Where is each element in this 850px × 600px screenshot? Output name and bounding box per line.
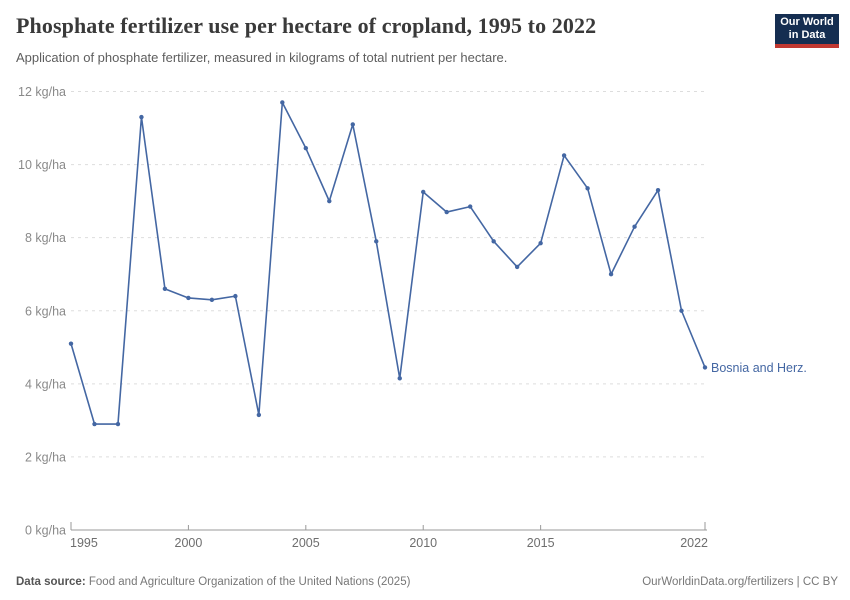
data-point[interactable] [538, 240, 543, 246]
data-point[interactable] [115, 421, 121, 427]
data-point[interactable] [68, 341, 74, 346]
x-tick-label: 2015 [527, 536, 555, 550]
data-point[interactable] [374, 239, 379, 244]
y-tick-label: 2 kg/ha [25, 450, 66, 464]
data-point[interactable] [397, 376, 402, 381]
data-point[interactable] [491, 239, 496, 244]
data-source: Data source: Food and Agriculture Organi… [16, 576, 410, 588]
chart-title: Phosphate fertilizer use per hectare of … [16, 13, 597, 38]
logo-line2: in Data [788, 29, 826, 41]
data-point[interactable] [256, 412, 262, 418]
x-tick-label: 1995 [70, 536, 98, 550]
data-point[interactable] [421, 189, 426, 195]
data-point[interactable] [585, 186, 590, 191]
logo-line1: Our World [780, 16, 834, 28]
data-point[interactable] [350, 122, 355, 127]
owid-logo[interactable]: Our World in Data [775, 14, 839, 48]
data-source-label: Data source: [16, 576, 86, 588]
series-end-label[interactable]: Bosnia and Herz. [711, 361, 807, 375]
footer-link[interactable]: OurWorldinData.org/fertilizers [642, 576, 794, 588]
data-point[interactable] [327, 198, 332, 204]
x-tick-label: 2022 [680, 536, 708, 550]
y-tick-label: 0 kg/ha [25, 524, 66, 538]
data-source-text: Food and Agriculture Organization of the… [88, 576, 411, 588]
y-tick-label: 6 kg/ha [25, 304, 66, 318]
footer-separator: | [793, 576, 803, 588]
y-tick-label: 12 kg/ha [18, 85, 66, 99]
chart-subtitle: Application of phosphate fertilizer, mea… [16, 50, 508, 65]
data-point[interactable] [702, 365, 708, 370]
data-point[interactable] [608, 272, 614, 277]
data-point[interactable] [186, 295, 191, 301]
data-point[interactable] [467, 204, 473, 209]
data-point[interactable] [679, 308, 684, 313]
data-point[interactable] [233, 293, 238, 299]
x-tick-label: 2005 [292, 536, 320, 550]
x-tick-label: 2010 [409, 536, 437, 550]
y-tick-label: 8 kg/ha [25, 231, 66, 245]
data-point[interactable] [655, 187, 661, 193]
data-point[interactable] [209, 297, 215, 302]
footer-links: OurWorldinData.org/fertilizers | CC BY [642, 576, 838, 588]
data-point[interactable] [632, 224, 637, 229]
line-chart: 0 kg/ha 2 kg/ha 4 kg/ha 6 kg/ha 8 kg/ha 10 kg… [18, 85, 807, 550]
x-tick-label: 2000 [175, 536, 203, 550]
data-point[interactable] [280, 100, 285, 105]
data-point[interactable] [162, 286, 168, 292]
data-line[interactable] [70, 101, 706, 425]
footer-license[interactable]: CC BY [802, 576, 838, 588]
data-point[interactable] [303, 145, 309, 151]
data-point[interactable] [514, 264, 520, 270]
data-point[interactable] [92, 421, 97, 427]
data-point[interactable] [561, 153, 567, 158]
data-point[interactable] [139, 114, 144, 120]
y-tick-label: 10 kg/ha [18, 158, 66, 172]
y-tick-label: 4 kg/ha [25, 377, 66, 391]
data-point[interactable] [444, 209, 449, 215]
